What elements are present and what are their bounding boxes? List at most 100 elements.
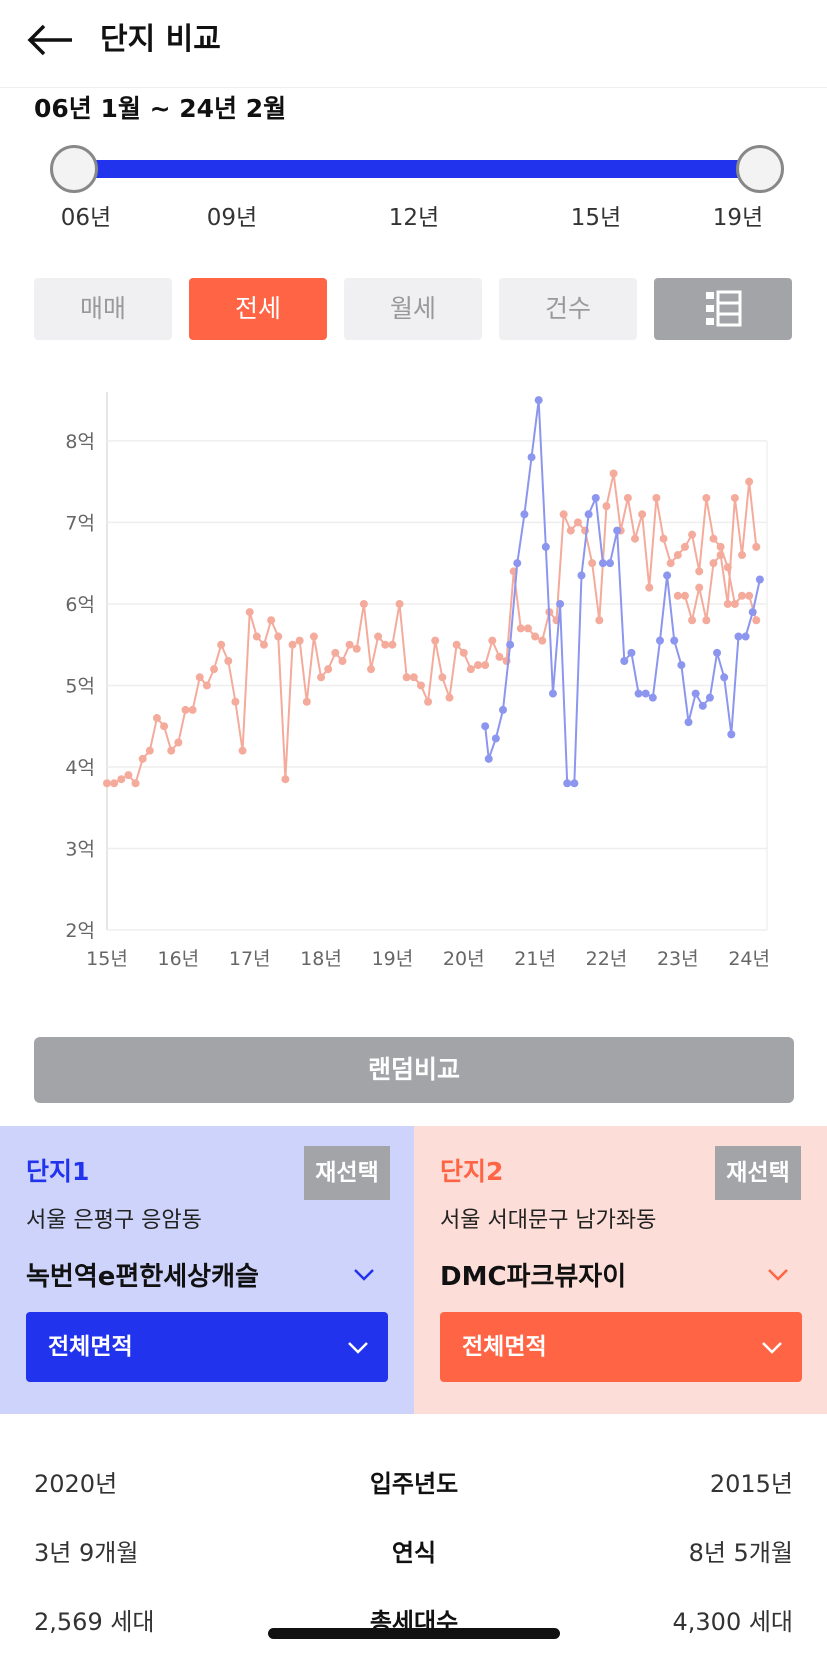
random-compare-button[interactable]: 랜덤비교 [34,1037,794,1103]
series-complex1-point [734,632,743,641]
series-complex1-point [491,734,500,743]
series-complex2-point [317,673,326,682]
series-complex1-point [620,657,629,665]
period-slider[interactable] [50,140,784,200]
complex2-name[interactable]: DMC파크뷰자이 [440,1262,627,1292]
series-complex2-point [474,661,483,670]
series-complex1-point [727,730,736,739]
series-complex2-point [673,551,682,560]
series-complex1-point [755,575,764,584]
chevron-down-icon[interactable] [764,1260,792,1288]
series-complex2-point [309,632,318,641]
series-complex2-recent-point [738,551,747,560]
complex2-move-in-year: 2015년 [709,1470,793,1498]
series-complex2-point [666,559,675,568]
series-complex2-point [252,632,261,641]
series-complex2-point [402,673,411,682]
series-complex2-point [409,673,418,682]
list-view-button[interactable] [654,278,792,340]
series-complex2-point [716,542,725,551]
transaction-type-tabs: 매매 전세 월세 건수 [34,278,794,340]
x-tick-label: 23년 [657,948,699,970]
series-complex2-point [245,608,254,617]
series-complex2-point [730,599,739,608]
price-chart: 2억 3억 4억 5억 6억 7억 8억 15년 16년 17년 18년 19년 20년 21년 22년 23… [0,380,827,1000]
complex1-panel: 단지1 재선택 서울 은평구 응암동 녹번역e편한세상캐슬 전체면적 [0,1126,414,1414]
series-complex2-point [331,648,340,657]
series-complex2-point [466,665,475,674]
complex2-area-select[interactable]: 전체면적 [440,1312,802,1382]
slider-start-handle[interactable] [50,145,98,193]
series-complex2-point [160,722,169,731]
series-complex2-point [702,493,711,502]
series-complex2-point [416,681,425,690]
slider-end-handle[interactable] [736,145,784,193]
series-complex2-point [459,648,468,657]
series-complex2-point [359,599,368,608]
back-arrow-icon[interactable] [26,20,76,60]
series-complex2-point [395,599,404,608]
series-complex1-point [591,493,600,502]
series-complex2-recent-point [695,583,704,592]
series-complex2-point [523,624,532,633]
series-complex1-point [634,689,643,698]
series-complex2-recent-point [680,591,689,600]
complex2-reselect-button[interactable]: 재선택 [715,1146,801,1200]
series-complex2-point [259,640,268,649]
tab-jeonse[interactable]: 전세 [189,278,327,340]
complex1-name[interactable]: 녹번역e편한세상캐슬 [26,1262,259,1292]
series-complex2-point [538,636,547,645]
series-complex1-point [584,510,593,519]
series-complex2-point [274,632,283,641]
x-tick-label: 19년 [372,948,414,970]
series-complex1-point [563,779,572,788]
series-complex2-point [688,530,697,539]
series-complex2-point [145,746,154,755]
series-complex2-recent-point [745,477,754,486]
series-complex1-point [670,636,679,645]
home-indicator[interactable] [268,1628,560,1639]
chevron-down-icon [348,1342,368,1354]
series-complex1-point [741,632,750,641]
chevron-down-icon[interactable] [350,1260,378,1288]
complex1-area-select[interactable]: 전체면적 [26,1312,388,1382]
price-chart-svg: 2억 3억 4억 5억 6억 7억 8억 15년 16년 17년 18년 19년 20년 21년 22년 23… [65,392,770,970]
series-complex1-point [577,571,586,580]
series-complex2-point [138,754,147,763]
slider-track[interactable] [72,160,762,178]
series-complex1-point [527,453,536,462]
series-complex1-point [556,599,565,608]
y-tick-label: 4억 [65,757,95,779]
series-complex2-point [381,640,390,649]
series-complex1-point [499,705,507,714]
series-complex2-point [181,705,190,714]
tab-monthly-rent[interactable]: 월세 [344,278,482,340]
series-complex2-point [345,640,354,649]
series-complex1-line [484,400,761,785]
series-complex2-recent-point [730,493,739,502]
series-complex2-point [324,665,333,674]
series-complex2-point [231,697,240,706]
series-complex2-point [131,779,140,788]
series-complex2-point [224,657,233,665]
complex1-area-value: 전체면적 [48,1334,133,1360]
series-complex2-point [623,493,632,502]
complex1-reselect-button[interactable]: 재선택 [304,1146,390,1200]
series-complex2-point [338,657,347,665]
series-complex2-point [110,779,119,788]
complex2-age: 8년 5개월 [688,1539,793,1567]
series-complex2-point [695,567,704,576]
series-complex1-point [506,640,515,649]
series-complex2-point [652,493,661,502]
series-complex2-point [152,714,161,723]
tab-sale[interactable]: 매매 [34,278,172,340]
tab-count[interactable]: 건수 [499,278,637,340]
row-label: 입주년도 [369,1470,459,1498]
y-tick-label: 8억 [65,431,95,453]
series-complex2-point [680,542,689,551]
slider-tick: 12년 [388,205,440,231]
x-tick-label: 16년 [158,948,200,970]
series-complex1-point [684,718,693,727]
series-complex1-point [641,689,650,698]
series-complex1-point [691,689,700,698]
